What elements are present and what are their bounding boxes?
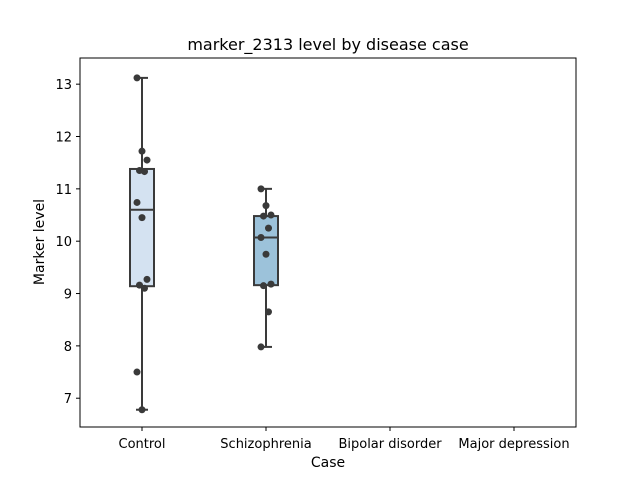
box <box>129 167 155 288</box>
data-point <box>133 198 141 206</box>
data-point <box>143 156 151 164</box>
data-point <box>257 185 265 193</box>
x-tick-label: Control <box>119 437 166 452</box>
y-tick-label: 8 <box>64 340 72 355</box>
data-point <box>267 211 275 219</box>
x-tick-label: Schizophrenia <box>220 437 311 452</box>
data-point <box>138 147 146 155</box>
data-point <box>265 308 272 316</box>
box-group <box>253 185 279 351</box>
y-tick-label: 9 <box>64 288 72 303</box>
data-point <box>136 281 143 289</box>
y-axis: 7 8 9 10 11 12 13 <box>55 78 80 407</box>
chart-title: marker_2313 level by disease case <box>187 35 468 55</box>
data-point <box>138 406 146 414</box>
y-tick-label: 7 <box>64 392 72 407</box>
y-axis-label: Marker level <box>32 199 48 285</box>
data-point <box>257 343 265 351</box>
y-tick-label: 13 <box>55 78 72 93</box>
data-point <box>141 168 148 176</box>
data-point <box>133 368 141 376</box>
box-group <box>129 74 155 414</box>
x-axis-label: Case <box>311 455 345 471</box>
data-point <box>143 275 151 283</box>
data-point <box>262 202 270 210</box>
y-tick-label: 10 <box>55 235 72 250</box>
x-axis: Control Schizophrenia Bipolar disorder Majo… <box>119 427 570 452</box>
data-point <box>138 214 146 222</box>
data-point <box>257 234 265 242</box>
data-point <box>267 280 275 288</box>
x-tick-label: Bipolar disorder <box>338 437 442 452</box>
x-tick-label: Major depression <box>458 437 569 452</box>
plot-area <box>79 57 577 428</box>
data-point <box>260 282 267 290</box>
y-tick-label: 12 <box>55 131 72 146</box>
y-tick-label: 11 <box>55 183 72 198</box>
data-point <box>141 284 148 292</box>
data-point <box>265 224 272 232</box>
data-point <box>260 212 267 220</box>
data-point <box>262 250 270 258</box>
box-plots <box>129 74 279 414</box>
data-point <box>133 74 141 82</box>
